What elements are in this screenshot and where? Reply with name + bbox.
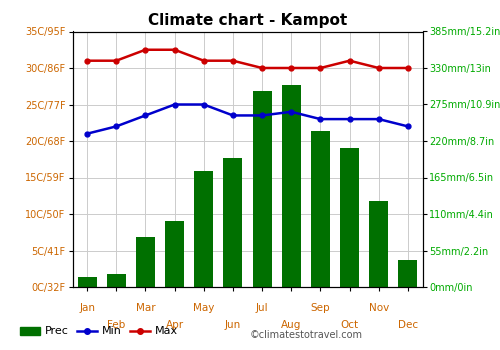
- Bar: [340, 148, 359, 287]
- Text: Sep: Sep: [310, 303, 330, 313]
- Text: ©climatestotravel.com: ©climatestotravel.com: [250, 329, 363, 340]
- Legend: Prec, Min, Max: Prec, Min, Max: [16, 322, 182, 341]
- Text: Aug: Aug: [281, 320, 301, 330]
- Bar: [370, 201, 388, 287]
- Bar: [78, 277, 96, 287]
- Bar: [165, 220, 184, 287]
- Text: Feb: Feb: [107, 320, 126, 330]
- Bar: [282, 85, 300, 287]
- Text: Nov: Nov: [368, 303, 389, 313]
- Bar: [194, 171, 213, 287]
- Text: Jan: Jan: [79, 303, 95, 313]
- Text: Jul: Jul: [256, 303, 268, 313]
- Bar: [107, 274, 126, 287]
- Text: May: May: [193, 303, 214, 313]
- Title: Climate chart - Kampot: Climate chart - Kampot: [148, 13, 347, 28]
- Text: Mar: Mar: [136, 303, 155, 313]
- Text: Oct: Oct: [340, 320, 358, 330]
- Text: Jun: Jun: [225, 320, 241, 330]
- Text: Dec: Dec: [398, 320, 418, 330]
- Text: Apr: Apr: [166, 320, 184, 330]
- Bar: [311, 131, 330, 287]
- Bar: [136, 237, 155, 287]
- Bar: [224, 158, 242, 287]
- Bar: [398, 260, 417, 287]
- Bar: [252, 91, 272, 287]
